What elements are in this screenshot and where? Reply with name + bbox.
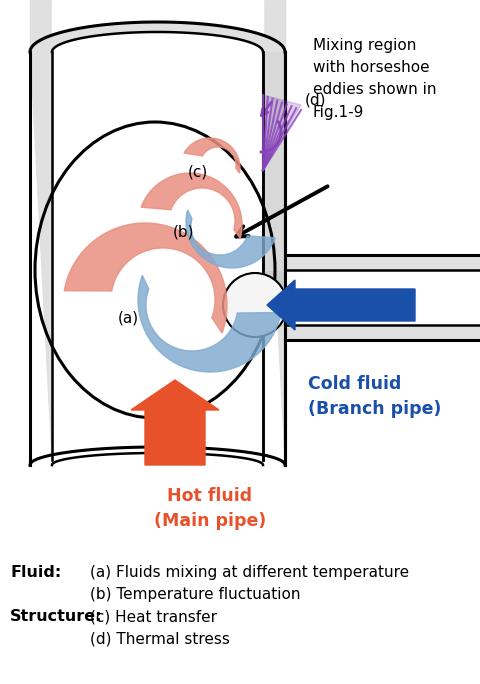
Polygon shape: [285, 0, 480, 255]
Polygon shape: [184, 138, 240, 173]
Polygon shape: [285, 325, 480, 340]
Text: Fluid:: Fluid:: [10, 565, 61, 580]
Polygon shape: [285, 255, 480, 270]
Polygon shape: [30, 22, 285, 52]
Polygon shape: [285, 340, 480, 465]
Polygon shape: [64, 223, 227, 333]
FancyArrow shape: [131, 380, 219, 465]
Polygon shape: [186, 210, 275, 268]
Text: (c): (c): [188, 164, 208, 179]
Text: (a): (a): [118, 311, 139, 326]
Text: Structure:: Structure:: [10, 609, 103, 624]
Polygon shape: [263, 95, 301, 170]
FancyArrow shape: [267, 280, 415, 330]
Text: (b) Temperature fluctuation: (b) Temperature fluctuation: [90, 587, 300, 602]
Text: (a) Fluids mixing at different temperature: (a) Fluids mixing at different temperatu…: [90, 565, 409, 580]
Polygon shape: [138, 276, 281, 372]
Polygon shape: [141, 173, 242, 239]
Text: Hot fluid
(Main pipe): Hot fluid (Main pipe): [154, 487, 266, 530]
Text: Cold fluid
(Branch pipe): Cold fluid (Branch pipe): [308, 375, 442, 418]
Polygon shape: [263, 52, 285, 270]
Text: Mixing region
with horseshoe
eddies shown in
Fig.1-9: Mixing region with horseshoe eddies show…: [313, 38, 436, 120]
Polygon shape: [285, 270, 480, 325]
Circle shape: [223, 273, 287, 337]
Text: (d) Thermal stress: (d) Thermal stress: [90, 631, 230, 646]
Text: (b): (b): [172, 224, 194, 239]
Text: (d): (d): [304, 92, 326, 107]
Text: (c) Heat transfer: (c) Heat transfer: [90, 609, 217, 624]
Polygon shape: [263, 270, 285, 325]
